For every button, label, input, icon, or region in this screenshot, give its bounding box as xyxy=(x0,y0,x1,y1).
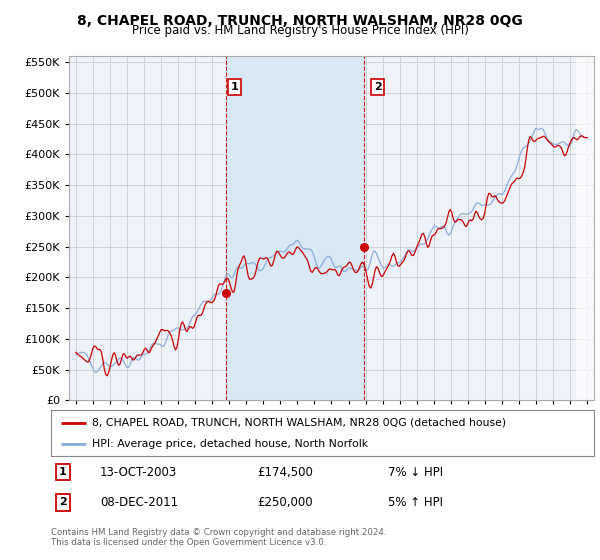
Text: 2: 2 xyxy=(59,497,67,507)
Text: £250,000: £250,000 xyxy=(257,496,313,509)
Text: 8, CHAPEL ROAD, TRUNCH, NORTH WALSHAM, NR28 0QG: 8, CHAPEL ROAD, TRUNCH, NORTH WALSHAM, N… xyxy=(77,14,523,28)
Text: £174,500: £174,500 xyxy=(257,465,313,479)
Text: 2: 2 xyxy=(374,82,382,92)
Text: 08-DEC-2011: 08-DEC-2011 xyxy=(100,496,178,509)
Text: Contains HM Land Registry data © Crown copyright and database right 2024.: Contains HM Land Registry data © Crown c… xyxy=(51,528,386,536)
Text: 13-OCT-2003: 13-OCT-2003 xyxy=(100,465,177,479)
Text: 5% ↑ HPI: 5% ↑ HPI xyxy=(388,496,443,509)
Bar xyxy=(226,56,364,400)
Text: 1: 1 xyxy=(59,467,67,477)
Text: This data is licensed under the Open Government Licence v3.0.: This data is licensed under the Open Gov… xyxy=(51,538,326,547)
Text: HPI: Average price, detached house, North Norfolk: HPI: Average price, detached house, Nort… xyxy=(92,439,368,449)
Text: 8, CHAPEL ROAD, TRUNCH, NORTH WALSHAM, NR28 0QG (detached house): 8, CHAPEL ROAD, TRUNCH, NORTH WALSHAM, N… xyxy=(92,418,506,428)
Bar xyxy=(576,56,594,400)
Text: 7% ↓ HPI: 7% ↓ HPI xyxy=(388,465,443,479)
Text: Price paid vs. HM Land Registry's House Price Index (HPI): Price paid vs. HM Land Registry's House … xyxy=(131,24,469,37)
Text: 1: 1 xyxy=(230,82,238,92)
